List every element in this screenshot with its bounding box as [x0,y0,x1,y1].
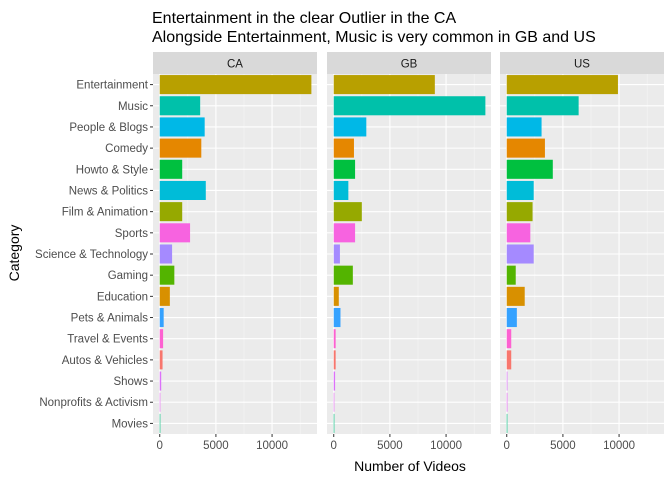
strip-label-us: US [574,59,590,71]
bar-us-news-politics [506,180,534,200]
panel-us: US 0 5000 10000 [500,52,664,452]
bar-gb-science-technology [333,244,340,264]
bar-us-autos-vehicles [506,350,512,370]
bar-ca-entertainment [159,75,312,95]
bar-us-travel-events [506,329,512,349]
category-label-movies: Movies [112,418,149,430]
category-label-autos-vehicles: Autos & Vehicles [62,355,149,367]
chart-title: Entertainment in the clear Outlier in th… [152,10,456,27]
bar-ca-science-technology [159,244,173,264]
category-label-nonprofits-activism: Nonprofits & Activism [39,397,148,409]
x-tick-label: 0 [504,440,510,452]
bar-ca-music [159,96,201,116]
bar-gb-music [333,96,486,116]
category-label-news-politics: News & Politics [69,185,148,197]
bar-ca-howto-style [159,159,183,179]
panel-ca: CA 0 5000 10000 [153,52,317,452]
category-label-education: Education [97,291,148,303]
bar-ca-shows [159,371,162,391]
bar-gb-autos-vehicles [333,350,336,370]
bar-gb-travel-events [333,329,336,349]
bar-us-people-blogs [506,117,542,137]
bar-us-comedy [506,138,545,158]
bar-us-music [506,96,579,116]
bar-gb-pets-animals [333,308,341,328]
bar-ca-autos-vehicles [159,350,163,370]
category-label-howto-style: Howto & Style [76,164,148,176]
category-axis-labels: Entertainment Music People & Blogs Comedy Ho… [35,80,153,430]
category-label-sports: Sports [115,228,148,240]
x-tick-label: 10000 [256,440,288,452]
category-label-entertainment: Entertainment [76,80,148,92]
x-tick-label: 5000 [203,440,229,452]
bar-us-nonprofits-activism [506,392,508,412]
bar-ca-travel-events [159,329,164,349]
bar-us-film-animation [506,202,533,222]
x-tick-label: 10000 [430,440,462,452]
bar-us-pets-animals [506,308,517,328]
bar-gb-news-politics [333,180,349,200]
category-label-shows: Shows [113,376,148,388]
bar-ca-comedy [159,138,202,158]
bar-us-entertainment [506,75,618,95]
bar-us-science-technology [506,244,534,264]
bar-us-sports [506,223,531,243]
strip-gb [327,52,491,74]
bar-ca-nonprofits-activism [159,392,161,412]
strip-us [500,52,664,74]
bar-us-gaming [506,265,516,285]
bar-ca-pets-animals [159,308,164,328]
bar-ca-news-politics [159,180,206,200]
bar-gb-people-blogs [333,117,367,137]
bar-us-howto-style [506,159,553,179]
category-label-film-animation: Film & Animation [62,207,148,219]
bar-ca-people-blogs [159,117,205,137]
bar-gb-education [333,286,339,306]
bar-gb-nonprofits-activism [333,392,335,412]
x-axis-title: Number of Videos [354,458,466,474]
bar-gb-comedy [333,138,354,158]
bar-gb-sports [333,223,356,243]
category-label-music: Music [118,101,148,113]
y-axis-title: Category [6,225,22,282]
bar-gb-movies [333,413,335,433]
bar-gb-shows [333,371,336,391]
bar-ca-film-animation [159,202,183,222]
strip-label-ca: CA [227,59,243,71]
x-tick-label: 0 [331,440,337,452]
bar-us-movies [506,413,508,433]
x-tick-label: 10000 [603,440,635,452]
bar-ca-movies [159,413,161,433]
category-label-gaming: Gaming [108,270,148,282]
bar-us-education [506,286,525,306]
category-label-travel-events: Travel & Events [67,334,148,346]
category-label-people-blogs: People & Blogs [69,122,148,134]
category-label-comedy: Comedy [105,143,148,155]
bar-ca-gaming [159,265,175,285]
bar-gb-gaming [333,265,353,285]
x-tick-label: 5000 [377,440,403,452]
panel-gb: GB 0 5000 10000 [327,52,491,452]
bar-gb-howto-style [333,159,356,179]
strip-label-gb: GB [401,59,418,71]
facet-panels: CA 0 5000 10000 GB 0 5000 10000 US 0 5000 10000 [153,52,664,452]
chart-subtitle: Alongside Entertainment, Music is very c… [152,29,596,46]
x-tick-label: 0 [157,440,163,452]
bar-gb-film-animation [333,202,362,222]
bar-us-shows [506,371,508,391]
category-label-science-technology: Science & Technology [35,249,148,261]
bar-gb-entertainment [333,75,435,95]
x-tick-label: 5000 [550,440,576,452]
category-label-pets-animals: Pets & Animals [71,313,149,325]
strip-ca [153,52,317,74]
bar-ca-sports [159,223,191,243]
bar-ca-education [159,286,170,306]
